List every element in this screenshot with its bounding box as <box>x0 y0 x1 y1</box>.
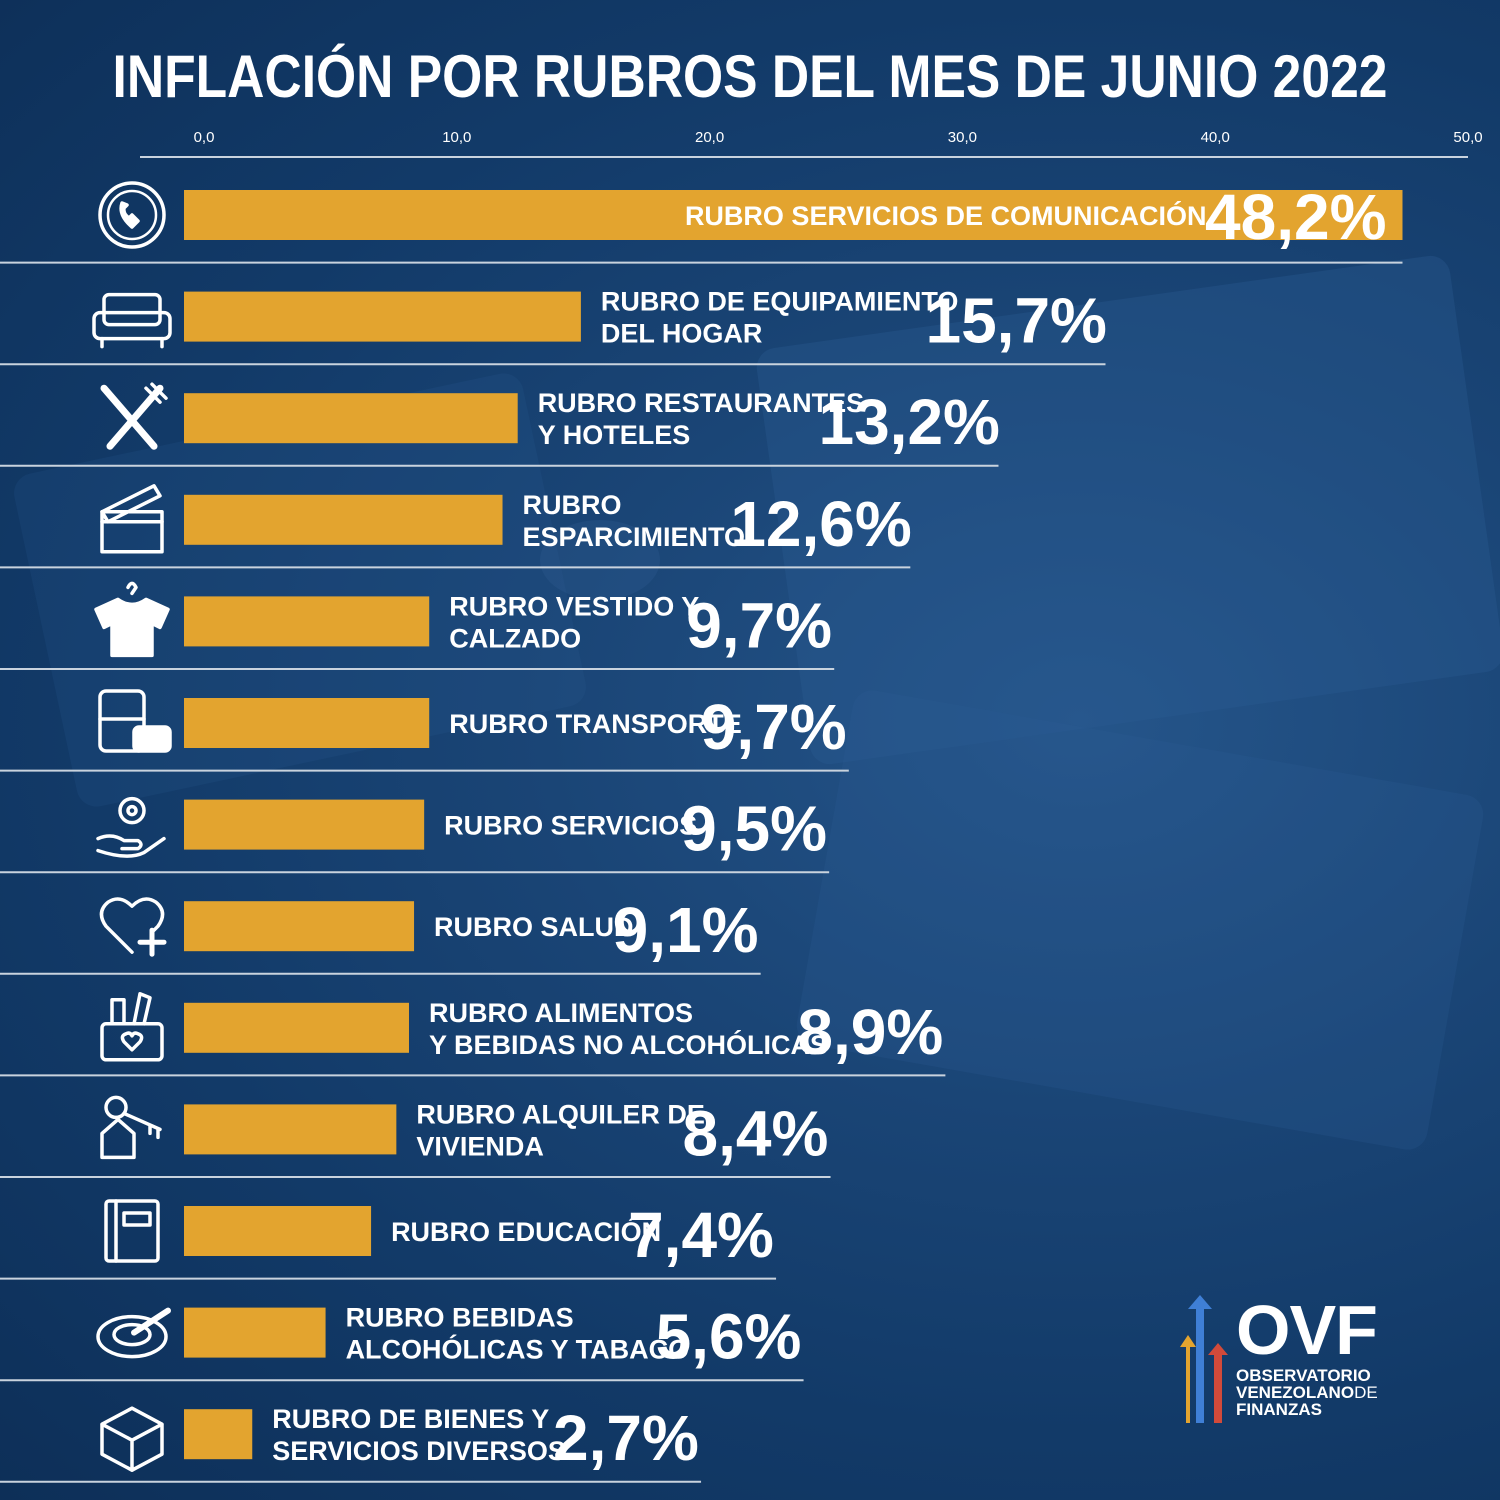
x-tick-label: 10,0 <box>442 129 471 146</box>
category-label: CALZADO <box>449 623 581 653</box>
bar <box>184 291 581 342</box>
category-label: RUBRO TRANSPORTE <box>449 709 742 739</box>
ovf-logo: OVF OBSERVATORIO VENEZOLANODE FINANZAS <box>1180 1295 1420 1425</box>
category-label: RUBRO SERVICIOS <box>444 811 697 841</box>
bar <box>184 1307 326 1358</box>
category-label: RUBRO RESTAURANTES <box>538 388 865 418</box>
bar <box>184 698 430 748</box>
value-label: 12,6% <box>730 488 911 560</box>
bar <box>184 1409 253 1460</box>
bar <box>184 190 1403 240</box>
sofa-icon <box>92 292 172 349</box>
value-label: 8,9% <box>797 996 943 1068</box>
phone-icon <box>98 181 166 249</box>
category-label: RUBRO ALIMENTOS <box>429 998 693 1028</box>
value-label: 2,7% <box>553 1402 699 1474</box>
bar <box>184 494 503 545</box>
category-label: ALCOHÓLICAS Y TABACO <box>346 1334 690 1365</box>
category-label: RUBRO SALUD <box>434 912 633 942</box>
category-label: RUBRO SERVICIOS DE COMUNICACIÓN <box>685 200 1207 231</box>
chart-title: INFLACIÓN POR RUBROS DEL MES DE JUNIO 20… <box>112 43 1388 110</box>
x-tick-label: 50,0 <box>1453 129 1482 146</box>
value-label: 9,7% <box>686 589 832 661</box>
logo-line-3: FINANZAS <box>1236 1400 1322 1419</box>
bar <box>184 1104 397 1155</box>
ashtray-icon <box>96 1307 171 1359</box>
grocery-basket-icon <box>100 992 164 1062</box>
logo-arrows-icon <box>1180 1295 1228 1423</box>
bar-row: 48,2%RUBRO SERVICIOS DE COMUNICACIÓN <box>0 181 1403 264</box>
category-label: RUBRO ALQUILER DE <box>416 1099 705 1129</box>
category-label: ESPARCIMIENTO <box>523 522 746 552</box>
value-label: 9,1% <box>613 894 759 966</box>
category-label: Y BEBIDAS NO ALCOHÓLICAS <box>429 1029 828 1060</box>
bus-car-icon <box>98 689 172 753</box>
category-label: Y HOTELES <box>538 420 691 450</box>
value-label: 15,7% <box>925 285 1106 357</box>
box-icon <box>100 1406 164 1472</box>
fork-knife-icon <box>100 382 168 450</box>
bar <box>184 393 518 444</box>
clapperboard-icon <box>100 484 164 554</box>
bar <box>184 596 430 647</box>
value-label: 9,7% <box>701 691 847 763</box>
value-label: 48,2% <box>1205 181 1386 253</box>
value-label: 8,4% <box>683 1097 829 1169</box>
value-label: 5,6% <box>656 1301 802 1373</box>
logo-line-2b: DE <box>1354 1383 1378 1402</box>
shirt-icon <box>94 581 170 658</box>
logo-acronym: OVF <box>1236 1291 1378 1369</box>
category-label: RUBRO EDUCACIÓN <box>391 1216 661 1247</box>
category-label: VIVIENDA <box>416 1131 544 1161</box>
book-icon <box>104 1199 160 1263</box>
x-tick-label: 40,0 <box>1201 129 1230 146</box>
category-label: DEL HOGAR <box>601 319 763 349</box>
value-label: 9,5% <box>681 793 827 865</box>
heart-plus-icon <box>99 897 167 957</box>
x-tick-label: 0,0 <box>194 129 215 146</box>
x-tick-label: 20,0 <box>695 129 724 146</box>
value-label: 13,2% <box>818 386 999 458</box>
x-tick-label: 30,0 <box>948 129 977 146</box>
bar <box>184 1002 409 1053</box>
value-label: 7,4% <box>628 1199 774 1271</box>
category-label: SERVICIOS DIVERSOS <box>272 1436 566 1466</box>
category-label: RUBRO <box>523 490 622 520</box>
house-key-icon <box>100 1095 162 1160</box>
logo-line-1: OBSERVATORIO <box>1236 1366 1371 1385</box>
bar <box>184 1206 372 1256</box>
logo-line-2a: VENEZOLANO <box>1236 1383 1355 1402</box>
logo-line-2: VENEZOLANODE <box>1236 1384 1378 1401</box>
category-label: RUBRO DE EQUIPAMIENTO <box>601 287 959 317</box>
bar <box>184 901 415 952</box>
category-label: RUBRO VESTIDO Y <box>449 591 699 621</box>
bar <box>184 799 425 850</box>
category-label: RUBRO DE BIENES Y <box>272 1404 549 1434</box>
gear-hand-icon <box>96 796 166 858</box>
category-label: RUBRO BEBIDAS <box>346 1303 574 1333</box>
